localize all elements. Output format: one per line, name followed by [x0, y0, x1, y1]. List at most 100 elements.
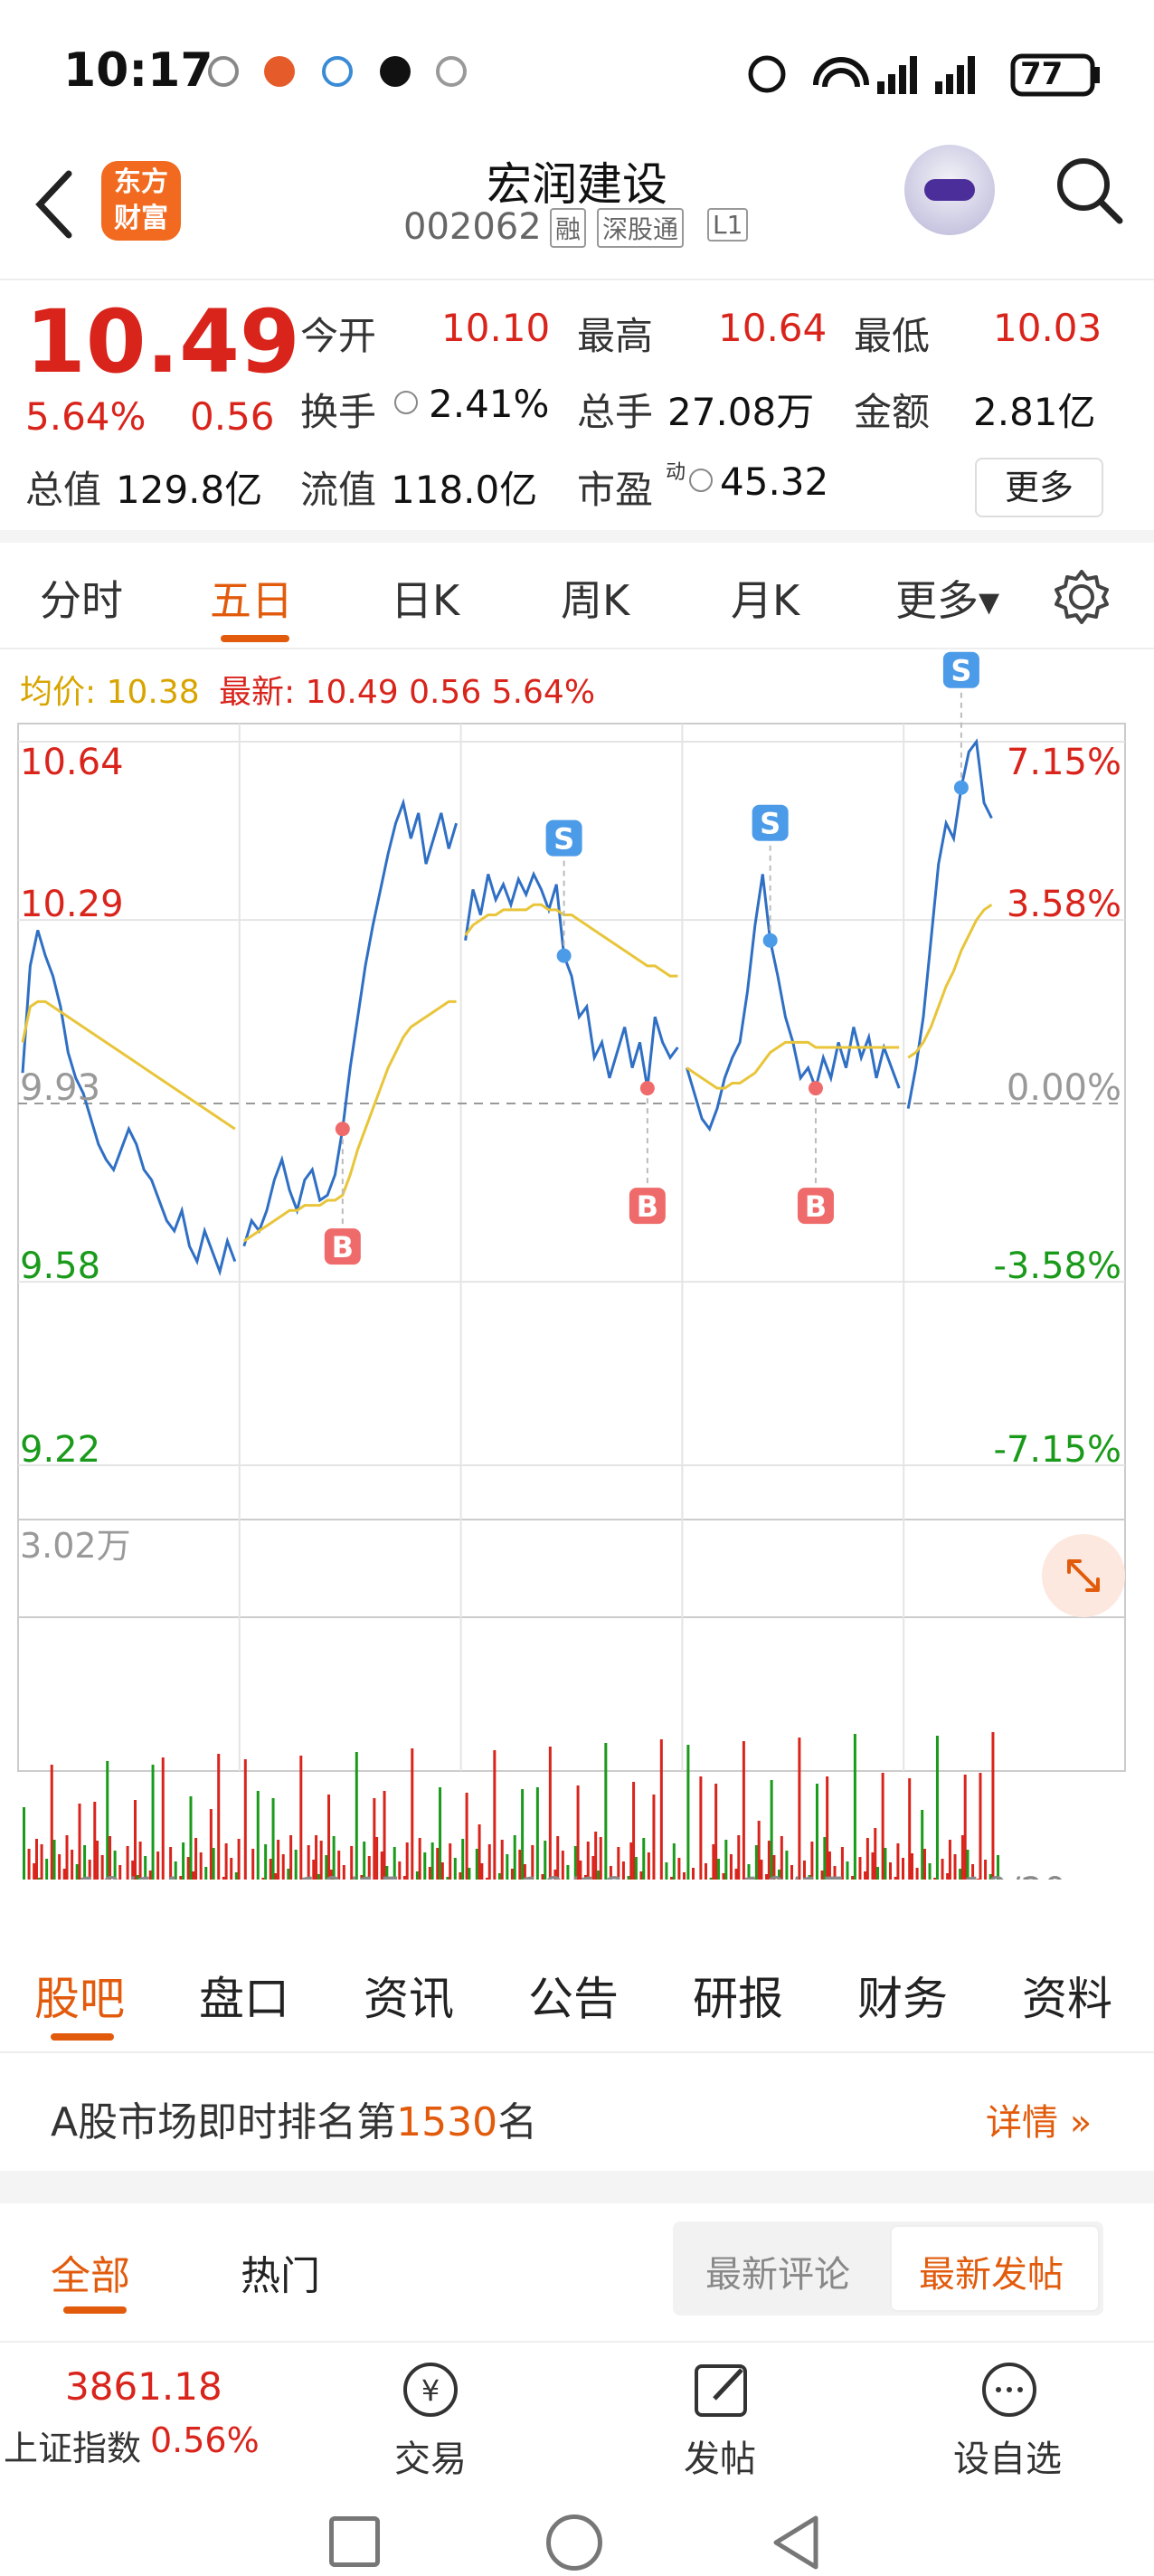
volume-bar [591, 1856, 595, 1880]
marker-dot [953, 780, 969, 795]
volume-bar [935, 1736, 939, 1880]
home-button[interactable] [546, 2514, 602, 2571]
y-tick-left: 10.64 [20, 742, 124, 783]
rank-number: 1530 [396, 2099, 498, 2145]
tab-hot[interactable]: 热门 [241, 2253, 320, 2299]
volume-bar [312, 1860, 316, 1880]
app-logo[interactable]: 东方 财富 [101, 161, 181, 241]
x-tick-label: 10/15 [298, 1870, 402, 1880]
notification-icon [264, 56, 295, 87]
tab-financials[interactable]: 财务 [857, 1973, 948, 2025]
volume-bar [23, 1807, 25, 1880]
avg-price-line [686, 1040, 900, 1090]
volume-bar [840, 1847, 844, 1880]
detail-link[interactable]: 详情 » [986, 2102, 1093, 2144]
trade-icon[interactable]: ¥ [398, 2357, 463, 2422]
y-tick-left: 10.29 [20, 884, 124, 925]
price-line [464, 870, 679, 1089]
tab-intraday[interactable]: 分时 [40, 576, 123, 625]
tab-weekly-k[interactable]: 周K [561, 576, 630, 625]
info-icon[interactable] [394, 391, 418, 414]
volume-bar [93, 1802, 97, 1880]
post-label[interactable]: 发帖 [684, 2439, 756, 2480]
tab-orderbook[interactable]: 盘口 [199, 1973, 289, 2025]
volume-bar [380, 1852, 383, 1880]
tab-monthly-k[interactable]: 月K [731, 576, 800, 625]
volume-bar [632, 1782, 636, 1880]
volume-bar [189, 1796, 193, 1880]
trade-label[interactable]: 交易 [394, 2439, 467, 2480]
volume-bar [118, 1865, 122, 1880]
volume-bar [976, 1879, 979, 1880]
five-day-chart[interactable]: 均价: 10.38 最新: 10.49 0.56 5.64% B S B S B S 10… [0, 649, 1154, 1880]
index-value[interactable]: 3861.18 [65, 2364, 222, 2409]
volume-bar [156, 1852, 160, 1880]
volume-bar [754, 1845, 758, 1880]
tab-more[interactable]: 更多▾ [895, 576, 1000, 625]
avg-price-label: 均价: 10.38 [20, 674, 200, 711]
volume-bar [71, 1850, 74, 1880]
more-button[interactable]: 更多 [975, 458, 1103, 517]
volume-bar [475, 1849, 478, 1880]
settings-gear-icon[interactable] [1053, 568, 1111, 626]
tab-indicator [63, 2306, 127, 2314]
y-tick-right: 7.15% [1007, 742, 1121, 783]
tab-daily-k[interactable]: 日K [391, 576, 460, 625]
expand-button[interactable] [1042, 1534, 1125, 1617]
recent-apps-button[interactable] [329, 2516, 380, 2567]
sort-latest-post[interactable]: 最新发帖 [919, 2254, 1064, 2296]
back-nav-button[interactable] [769, 2513, 823, 2572]
volume-bar [596, 1870, 600, 1880]
tab-forum[interactable]: 股吧 [34, 1973, 125, 2025]
tab-news[interactable]: 资讯 [364, 1973, 454, 2025]
volume-bar [269, 1859, 272, 1880]
change-amount: 0.56 [190, 394, 275, 439]
volume-bar [561, 1851, 564, 1880]
search-icon[interactable] [1053, 154, 1125, 226]
pe-label: 市盈 [577, 468, 654, 512]
volume-bar [449, 1843, 452, 1880]
high-value: 10.64 [718, 306, 828, 350]
volume-bar [802, 1861, 806, 1880]
assistant-avatar[interactable] [904, 145, 995, 235]
volume-bar [478, 1824, 481, 1880]
volume-bar [513, 1835, 516, 1880]
volume-bar [686, 1745, 690, 1880]
watchlist-label[interactable]: 设自选 [953, 2439, 1062, 2480]
volume-bar [583, 1875, 587, 1880]
volume-bar [230, 1858, 233, 1880]
volume-bar [398, 1861, 402, 1880]
volume-bar [58, 1854, 61, 1880]
volume-bar [556, 1836, 560, 1880]
post-icon[interactable] [689, 2357, 754, 2422]
chart-frame [17, 723, 1126, 1618]
tab-five-day[interactable]: 五日 [210, 576, 293, 625]
volume-bar [871, 1852, 875, 1880]
volume-bar [820, 1870, 824, 1880]
volume-value: 27.08万 [667, 390, 815, 434]
volume-bar [853, 1734, 856, 1880]
volume-bar [670, 1877, 674, 1880]
volume-bar [765, 1874, 769, 1880]
back-icon[interactable] [33, 168, 78, 241]
tab-research[interactable]: 研报 [693, 1973, 783, 2025]
market-rank-row[interactable]: A股市场即时排名第1530名 详情 » [0, 2053, 1154, 2171]
index-name[interactable]: 上证指数 [4, 2429, 142, 2468]
volume-bar [337, 1851, 341, 1880]
tab-all[interactable]: 全部 [51, 2253, 130, 2299]
add-watchlist-icon[interactable] [977, 2357, 1042, 2422]
marker-dot [335, 1122, 350, 1137]
volume-bar [767, 1841, 771, 1880]
volume-bar [963, 1775, 967, 1880]
tab-announcements[interactable]: 公告 [528, 1973, 619, 2025]
volume-bar [910, 1853, 913, 1880]
tab-profile[interactable]: 资料 [1022, 1973, 1112, 2025]
volume-bar [261, 1878, 265, 1880]
price-line [242, 798, 459, 1247]
volume-bar [704, 1863, 707, 1880]
volume-bar [523, 1864, 526, 1880]
volume-bar [604, 1743, 608, 1880]
buy-marker [797, 1188, 834, 1225]
sort-latest-comment[interactable]: 最新评论 [705, 2254, 850, 2296]
info-icon[interactable] [689, 469, 713, 492]
